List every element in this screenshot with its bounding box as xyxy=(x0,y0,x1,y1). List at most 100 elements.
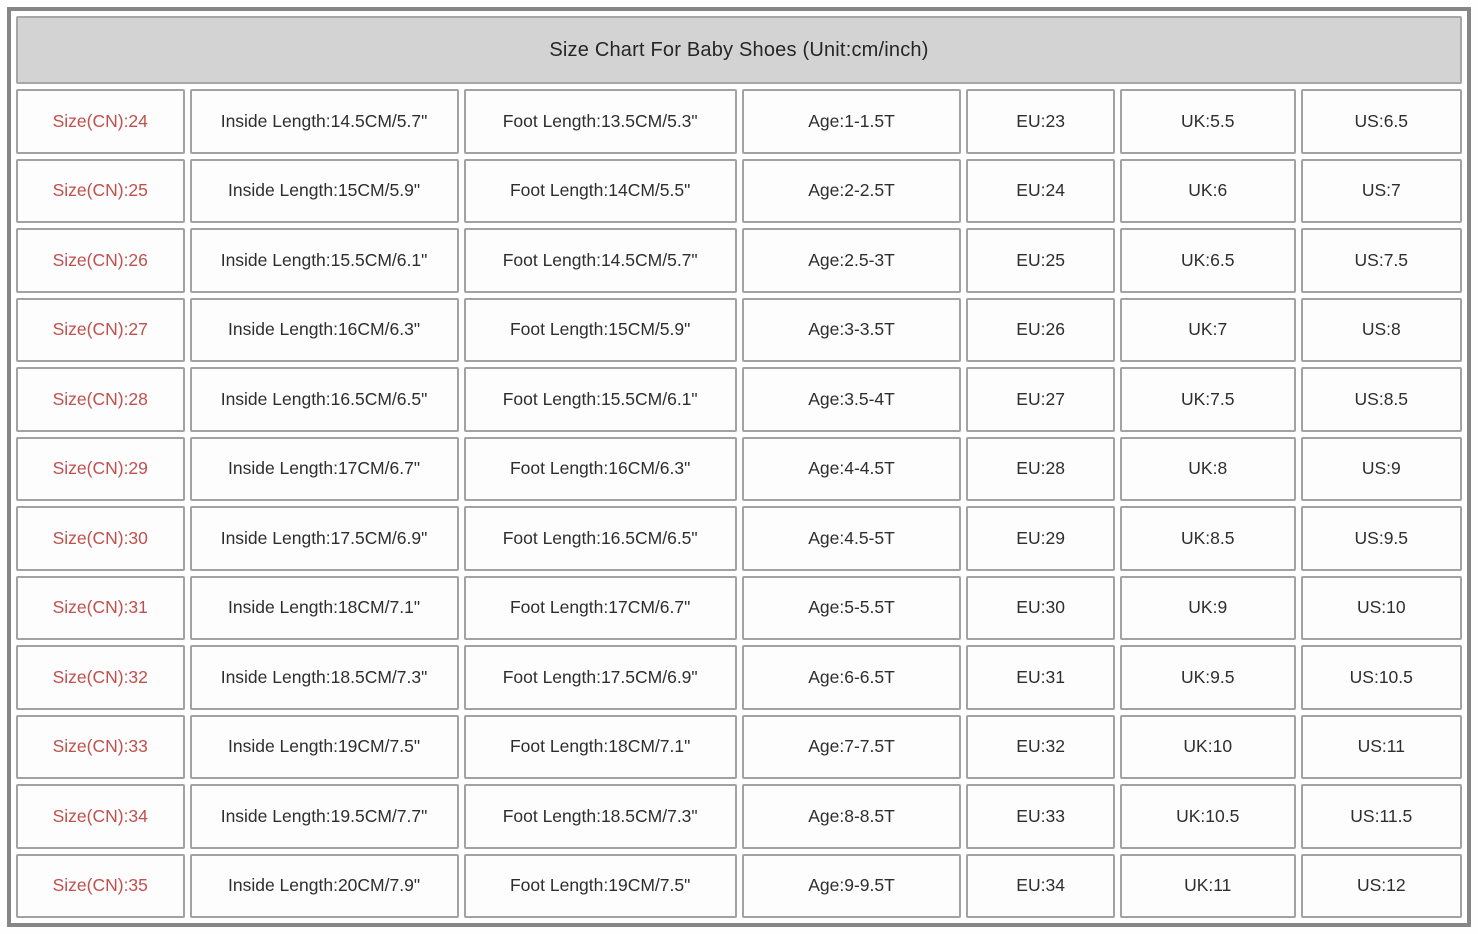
size-cn-cell: Size(CN):26 xyxy=(16,228,185,293)
uk-size-cell: UK:10 xyxy=(1119,714,1296,779)
size-cn-cell: Size(CN):32 xyxy=(16,645,185,710)
age-cell: Age:6-6.5T xyxy=(741,645,962,710)
size-chart-table: Size Chart For Baby Shoes (Unit:cm/inch)… xyxy=(11,11,1467,923)
inside-length-cell: Inside Length:18CM/7.1" xyxy=(189,575,459,640)
inside-length-cell: Inside Length:17CM/6.7" xyxy=(189,436,459,501)
eu-size-cell: EU:24 xyxy=(966,158,1115,223)
foot-length-cell: Foot Length:14.5CM/5.7" xyxy=(463,228,737,293)
foot-length-cell: Foot Length:17.5CM/6.9" xyxy=(463,645,737,710)
eu-size-cell: EU:28 xyxy=(966,436,1115,501)
table-row: Size(CN):28 Inside Length:16.5CM/6.5" Fo… xyxy=(16,367,1462,432)
size-cn-cell: Size(CN):28 xyxy=(16,367,185,432)
foot-length-cell: Foot Length:18CM/7.1" xyxy=(463,714,737,779)
eu-size-cell: EU:23 xyxy=(966,89,1115,154)
table-row: Size(CN):35 Inside Length:20CM/7.9" Foot… xyxy=(16,853,1462,918)
age-cell: Age:3.5-4T xyxy=(741,367,962,432)
us-size-cell: US:8 xyxy=(1300,297,1462,362)
uk-size-cell: UK:11 xyxy=(1119,853,1296,918)
eu-size-cell: EU:31 xyxy=(966,645,1115,710)
size-cn-cell: Size(CN):33 xyxy=(16,714,185,779)
inside-length-cell: Inside Length:20CM/7.9" xyxy=(189,853,459,918)
uk-size-cell: UK:7.5 xyxy=(1119,367,1296,432)
size-cn-cell: Size(CN):24 xyxy=(16,89,185,154)
size-cn-cell: Size(CN):27 xyxy=(16,297,185,362)
us-size-cell: US:10.5 xyxy=(1300,645,1462,710)
age-cell: Age:4-4.5T xyxy=(741,436,962,501)
inside-length-cell: Inside Length:17.5CM/6.9" xyxy=(189,506,459,571)
chart-title: Size Chart For Baby Shoes (Unit:cm/inch) xyxy=(16,16,1462,84)
inside-length-cell: Inside Length:14.5CM/5.7" xyxy=(189,89,459,154)
eu-size-cell: EU:25 xyxy=(966,228,1115,293)
foot-length-cell: Foot Length:17CM/6.7" xyxy=(463,575,737,640)
chart-title-row: Size Chart For Baby Shoes (Unit:cm/inch) xyxy=(16,16,1462,84)
foot-length-cell: Foot Length:15CM/5.9" xyxy=(463,297,737,362)
eu-size-cell: EU:34 xyxy=(966,853,1115,918)
table-row: Size(CN):29 Inside Length:17CM/6.7" Foot… xyxy=(16,436,1462,501)
uk-size-cell: UK:6.5 xyxy=(1119,228,1296,293)
foot-length-cell: Foot Length:15.5CM/6.1" xyxy=(463,367,737,432)
age-cell: Age:8-8.5T xyxy=(741,784,962,849)
size-cn-cell: Size(CN):25 xyxy=(16,158,185,223)
uk-size-cell: UK:6 xyxy=(1119,158,1296,223)
foot-length-cell: Foot Length:16CM/6.3" xyxy=(463,436,737,501)
inside-length-cell: Inside Length:19CM/7.5" xyxy=(189,714,459,779)
eu-size-cell: EU:32 xyxy=(966,714,1115,779)
size-cn-cell: Size(CN):29 xyxy=(16,436,185,501)
table-row: Size(CN):27 Inside Length:16CM/6.3" Foot… xyxy=(16,297,1462,362)
age-cell: Age:4.5-5T xyxy=(741,506,962,571)
uk-size-cell: UK:5.5 xyxy=(1119,89,1296,154)
uk-size-cell: UK:8 xyxy=(1119,436,1296,501)
inside-length-cell: Inside Length:19.5CM/7.7" xyxy=(189,784,459,849)
us-size-cell: US:11.5 xyxy=(1300,784,1462,849)
size-chart-frame: Size Chart For Baby Shoes (Unit:cm/inch)… xyxy=(7,7,1471,927)
us-size-cell: US:6.5 xyxy=(1300,89,1462,154)
inside-length-cell: Inside Length:15.5CM/6.1" xyxy=(189,228,459,293)
inside-length-cell: Inside Length:16CM/6.3" xyxy=(189,297,459,362)
uk-size-cell: UK:8.5 xyxy=(1119,506,1296,571)
foot-length-cell: Foot Length:19CM/7.5" xyxy=(463,853,737,918)
age-cell: Age:2-2.5T xyxy=(741,158,962,223)
table-row: Size(CN):34 Inside Length:19.5CM/7.7" Fo… xyxy=(16,784,1462,849)
table-row: Size(CN):33 Inside Length:19CM/7.5" Foot… xyxy=(16,714,1462,779)
age-cell: Age:7-7.5T xyxy=(741,714,962,779)
table-row: Size(CN):24 Inside Length:14.5CM/5.7" Fo… xyxy=(16,89,1462,154)
eu-size-cell: EU:26 xyxy=(966,297,1115,362)
eu-size-cell: EU:27 xyxy=(966,367,1115,432)
us-size-cell: US:7 xyxy=(1300,158,1462,223)
eu-size-cell: EU:33 xyxy=(966,784,1115,849)
inside-length-cell: Inside Length:18.5CM/7.3" xyxy=(189,645,459,710)
size-cn-cell: Size(CN):30 xyxy=(16,506,185,571)
age-cell: Age:5-5.5T xyxy=(741,575,962,640)
foot-length-cell: Foot Length:13.5CM/5.3" xyxy=(463,89,737,154)
table-row: Size(CN):25 Inside Length:15CM/5.9" Foot… xyxy=(16,158,1462,223)
uk-size-cell: UK:10.5 xyxy=(1119,784,1296,849)
eu-size-cell: EU:30 xyxy=(966,575,1115,640)
table-row: Size(CN):30 Inside Length:17.5CM/6.9" Fo… xyxy=(16,506,1462,571)
us-size-cell: US:8.5 xyxy=(1300,367,1462,432)
inside-length-cell: Inside Length:15CM/5.9" xyxy=(189,158,459,223)
age-cell: Age:2.5-3T xyxy=(741,228,962,293)
foot-length-cell: Foot Length:16.5CM/6.5" xyxy=(463,506,737,571)
us-size-cell: US:9 xyxy=(1300,436,1462,501)
us-size-cell: US:10 xyxy=(1300,575,1462,640)
inside-length-cell: Inside Length:16.5CM/6.5" xyxy=(189,367,459,432)
foot-length-cell: Foot Length:18.5CM/7.3" xyxy=(463,784,737,849)
size-cn-cell: Size(CN):34 xyxy=(16,784,185,849)
table-row: Size(CN):26 Inside Length:15.5CM/6.1" Fo… xyxy=(16,228,1462,293)
table-row: Size(CN):32 Inside Length:18.5CM/7.3" Fo… xyxy=(16,645,1462,710)
foot-length-cell: Foot Length:14CM/5.5" xyxy=(463,158,737,223)
uk-size-cell: UK:9 xyxy=(1119,575,1296,640)
us-size-cell: US:7.5 xyxy=(1300,228,1462,293)
table-row: Size(CN):31 Inside Length:18CM/7.1" Foot… xyxy=(16,575,1462,640)
eu-size-cell: EU:29 xyxy=(966,506,1115,571)
us-size-cell: US:12 xyxy=(1300,853,1462,918)
uk-size-cell: UK:9.5 xyxy=(1119,645,1296,710)
size-cn-cell: Size(CN):31 xyxy=(16,575,185,640)
age-cell: Age:9-9.5T xyxy=(741,853,962,918)
size-cn-cell: Size(CN):35 xyxy=(16,853,185,918)
age-cell: Age:1-1.5T xyxy=(741,89,962,154)
us-size-cell: US:9.5 xyxy=(1300,506,1462,571)
uk-size-cell: UK:7 xyxy=(1119,297,1296,362)
us-size-cell: US:11 xyxy=(1300,714,1462,779)
